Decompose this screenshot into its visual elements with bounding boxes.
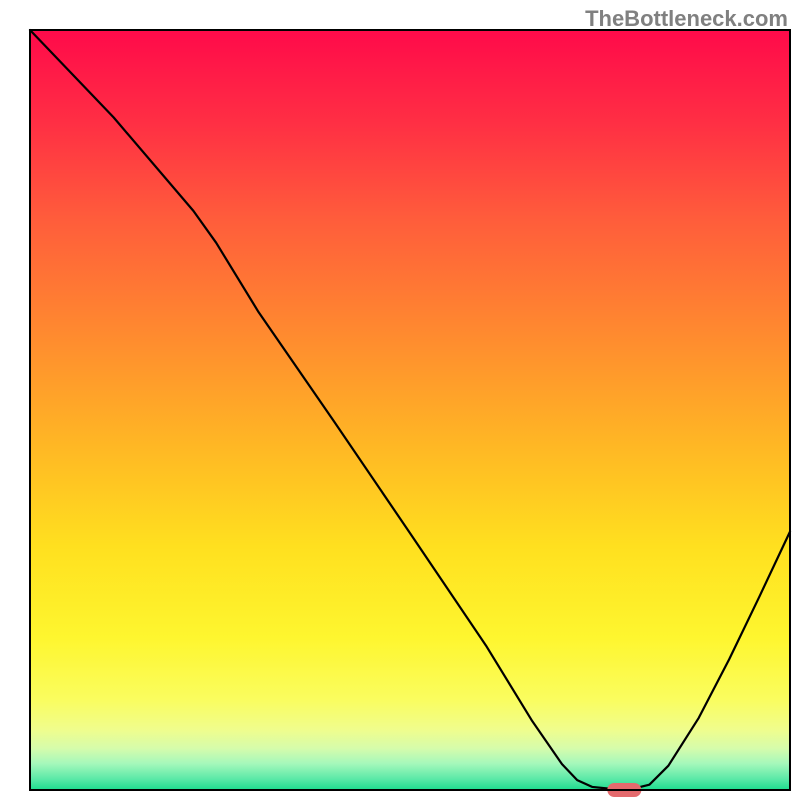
bottleneck-chart: TheBottleneck.com bbox=[0, 0, 800, 800]
watermark-text: TheBottleneck.com bbox=[585, 6, 788, 32]
plot-background bbox=[30, 30, 790, 790]
chart-svg bbox=[0, 0, 800, 800]
